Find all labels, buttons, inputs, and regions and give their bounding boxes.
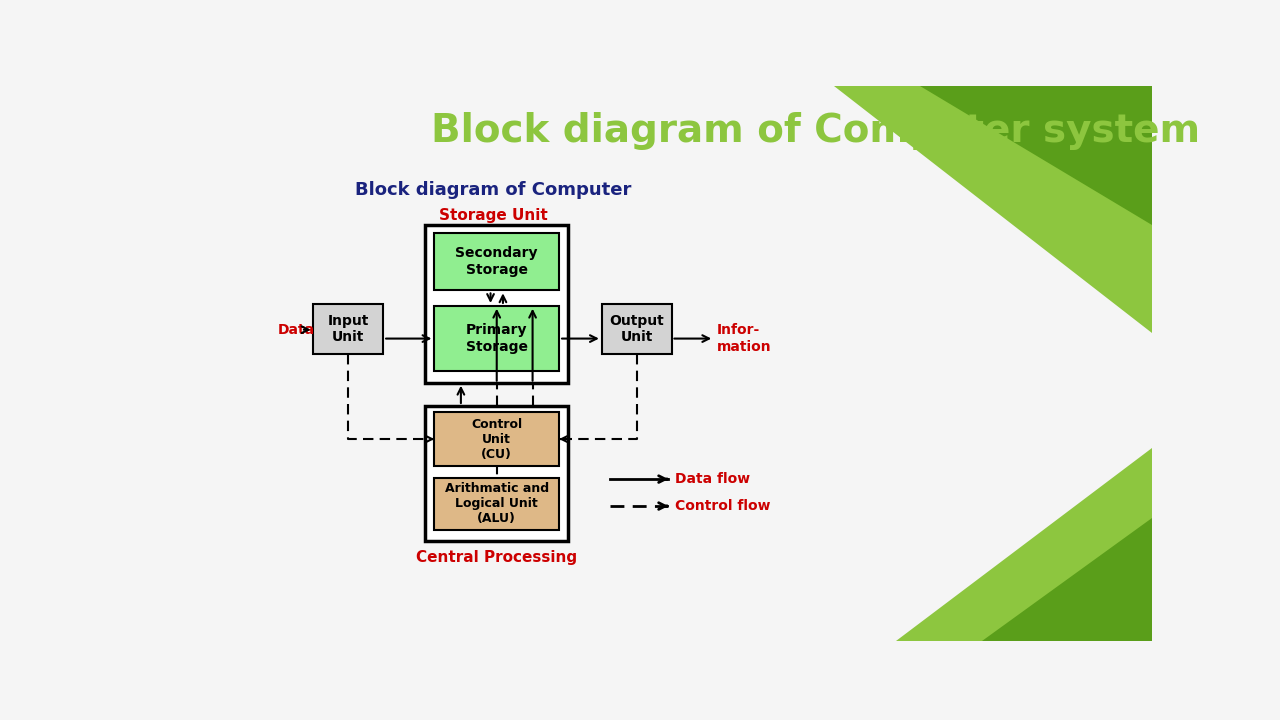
- Text: Block diagram of Computer: Block diagram of Computer: [355, 181, 631, 199]
- Text: Storage Unit: Storage Unit: [439, 208, 548, 223]
- Text: Infor-
mation: Infor- mation: [717, 323, 771, 354]
- Bar: [434, 306, 559, 372]
- Bar: [425, 406, 568, 541]
- Text: Arithmatic and
Logical Unit
(ALU): Arithmatic and Logical Unit (ALU): [444, 482, 549, 525]
- Text: Block diagram of Computer system: Block diagram of Computer system: [431, 112, 1201, 150]
- Text: Control flow: Control flow: [676, 499, 771, 513]
- Bar: [602, 305, 672, 354]
- Text: Central Processing: Central Processing: [416, 550, 577, 565]
- Bar: [425, 225, 568, 383]
- Text: Control
Unit
(CU): Control Unit (CU): [471, 418, 522, 461]
- Text: Data flow: Data flow: [676, 472, 750, 486]
- Text: Primary
Storage: Primary Storage: [466, 323, 527, 354]
- Polygon shape: [919, 86, 1152, 225]
- Bar: [434, 233, 559, 290]
- Polygon shape: [982, 518, 1152, 641]
- Text: Data: Data: [278, 323, 315, 337]
- Bar: [434, 412, 559, 466]
- Text: Input
Unit: Input Unit: [328, 314, 369, 344]
- Polygon shape: [835, 86, 1152, 333]
- Bar: [434, 477, 559, 530]
- Polygon shape: [896, 449, 1152, 641]
- Text: Secondary
Storage: Secondary Storage: [456, 246, 538, 276]
- Bar: [314, 305, 383, 354]
- Text: Output
Unit: Output Unit: [609, 314, 664, 344]
